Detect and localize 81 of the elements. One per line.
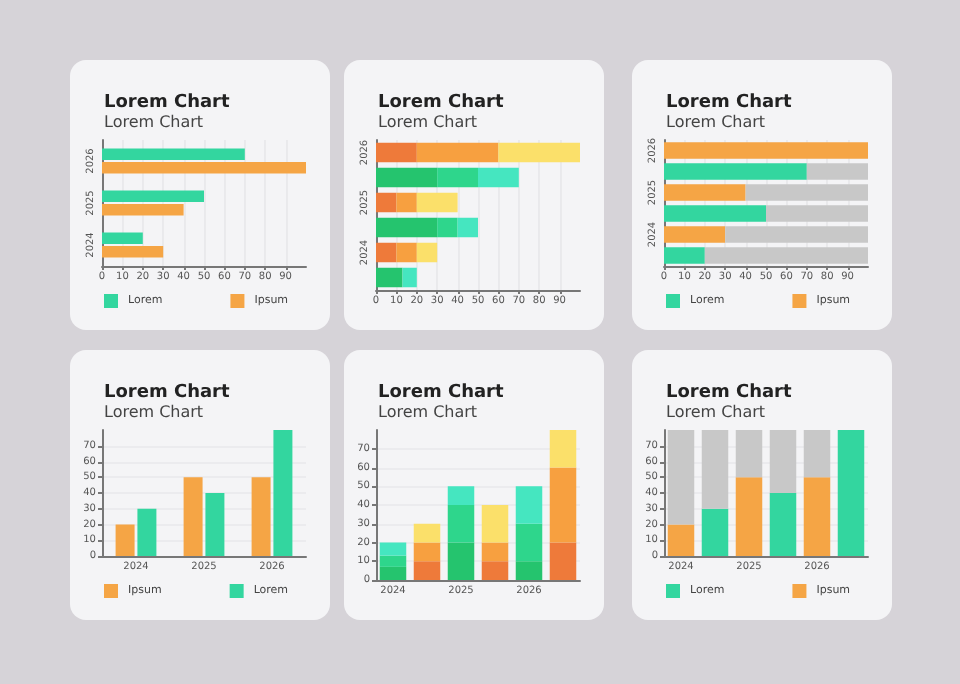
bar xyxy=(664,184,746,201)
bar xyxy=(416,142,499,163)
bar xyxy=(251,477,271,556)
bar xyxy=(549,542,577,580)
bar xyxy=(664,205,766,222)
bar xyxy=(416,192,458,213)
bar xyxy=(102,245,164,258)
bar xyxy=(806,163,868,180)
bar xyxy=(735,477,763,556)
bar xyxy=(701,430,729,509)
bar xyxy=(515,486,543,524)
bar xyxy=(102,203,184,216)
bar xyxy=(667,524,695,556)
chart-subtitle: Lorem Chart xyxy=(378,403,478,421)
chart-title: Lorem Chart xyxy=(666,93,793,113)
bar xyxy=(515,523,543,562)
bar xyxy=(481,561,509,580)
bar xyxy=(515,561,543,580)
bar xyxy=(447,542,475,580)
bar xyxy=(205,493,225,556)
chart-subtitle: Lorem Chart xyxy=(104,113,204,131)
chart-title: Lorem Chart xyxy=(378,383,505,403)
bar xyxy=(115,524,135,556)
chart-title: Lorem Chart xyxy=(104,93,231,113)
bar xyxy=(549,430,577,468)
chart-subtitle: Lorem Chart xyxy=(666,403,766,421)
bar xyxy=(837,430,865,556)
bar xyxy=(769,430,797,493)
bar xyxy=(437,167,478,188)
bar xyxy=(413,523,441,543)
bar xyxy=(376,267,403,288)
bar xyxy=(478,167,519,188)
bar xyxy=(437,217,458,238)
bar xyxy=(664,142,868,159)
bar xyxy=(102,232,143,245)
bar xyxy=(803,430,831,478)
bar xyxy=(664,226,726,243)
bar xyxy=(481,505,509,543)
bar xyxy=(102,190,204,203)
bar xyxy=(447,486,475,505)
bar xyxy=(803,477,831,556)
bar xyxy=(766,205,868,222)
bar xyxy=(735,430,763,478)
chart-subtitle: Lorem Chart xyxy=(104,403,204,421)
bar xyxy=(664,163,807,180)
bar xyxy=(725,226,868,243)
bar xyxy=(396,242,417,263)
bar xyxy=(457,217,478,238)
bar xyxy=(701,508,729,556)
bar xyxy=(481,542,509,562)
bar xyxy=(376,142,417,163)
chart-subtitle: Lorem Chart xyxy=(378,113,478,131)
bar xyxy=(379,555,407,567)
bar xyxy=(413,542,441,562)
bar xyxy=(376,242,397,263)
bar xyxy=(413,561,441,580)
bar xyxy=(664,247,705,264)
bar xyxy=(379,566,407,580)
bar xyxy=(549,467,577,543)
bar xyxy=(447,505,475,543)
bar xyxy=(376,192,397,213)
bar xyxy=(416,242,438,263)
bar xyxy=(102,148,245,161)
chart-title: Lorem Chart xyxy=(378,93,505,113)
bar xyxy=(745,184,868,201)
bar xyxy=(379,542,407,556)
chart-title: Lorem Chart xyxy=(666,383,793,403)
bar xyxy=(102,161,306,174)
bar xyxy=(667,430,695,525)
bar xyxy=(704,247,868,264)
bar xyxy=(376,167,438,188)
bar xyxy=(183,477,203,556)
bar xyxy=(402,267,417,288)
bar xyxy=(769,493,797,556)
chart-subtitle: Lorem Chart xyxy=(666,113,766,131)
bar xyxy=(376,217,438,238)
chart-title: Lorem Chart xyxy=(104,383,231,403)
bar xyxy=(273,430,293,556)
bar xyxy=(396,192,417,213)
bar xyxy=(137,508,157,556)
bar xyxy=(498,142,580,163)
